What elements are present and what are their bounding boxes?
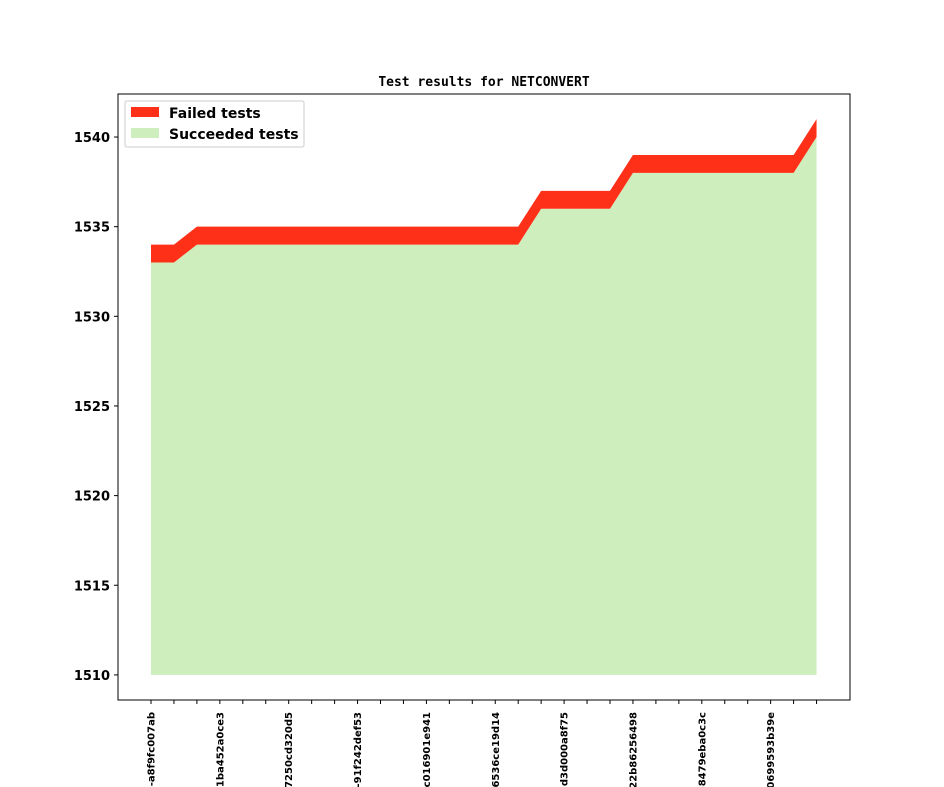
legend-swatch-failed [131,107,159,117]
y-tick-label: 1525 [74,400,110,415]
series-succeeded-area [151,137,817,675]
x-tick-label: 22b86256498 [628,712,639,787]
x-tick-label: -a8f9fc007ab [147,712,158,786]
legend-box [124,100,305,148]
x-axis: -a8f9fc007ab -1ba452a0ce3 7250cd320d5 -91f2… [147,700,818,787]
y-tick-label: 1520 [74,490,110,505]
plot-area [151,119,817,675]
x-tick-label: -91f242def53 [353,712,364,787]
y-tick-label: 1510 [74,669,110,684]
axes-frame [117,93,851,701]
legend-swatch-succeeded [131,128,159,138]
x-tick-label: 0699593b39e [766,712,777,787]
y-tick-label: 1535 [74,221,110,236]
x-tick-label: -8479eba0c3c [697,712,708,787]
legend: Failed tests Succeeded tests [124,100,305,148]
x-tick-label: d3d000a8f75 [560,712,571,786]
legend-label-failed: Failed tests [169,106,261,122]
y-tick-label: 1530 [74,310,110,325]
x-tick-label: -1ba452a0ce3 [215,712,226,787]
y-tick-label: 1540 [74,131,110,146]
x-tick-label: 6536ce19d14 [491,712,502,787]
x-tick-label: c016901e941 [422,712,433,787]
y-axis: 1510 1515 1520 1525 1530 1535 1540 [74,131,118,684]
y-tick-label: 1515 [74,579,110,594]
legend-label-succeeded: Succeeded tests [169,127,299,143]
x-tick-label: 7250cd320d5 [284,712,295,787]
series-failed-area [151,119,817,263]
chart-title: Test results for NETCONVERT [378,75,589,90]
